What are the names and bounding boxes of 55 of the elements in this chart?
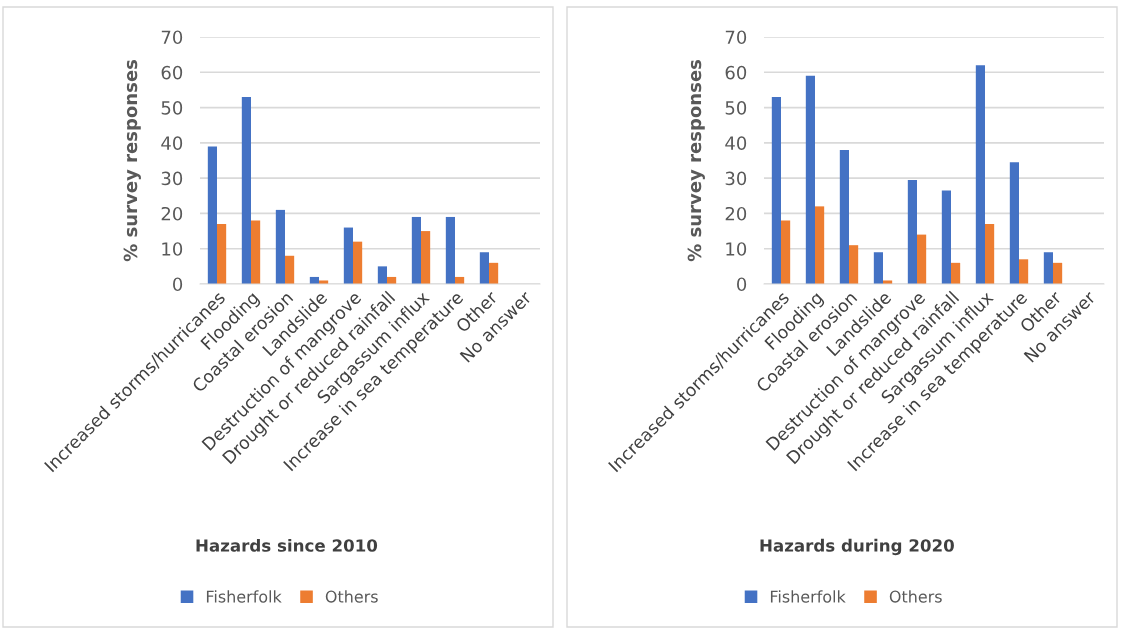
bar <box>815 206 825 284</box>
y-tick-label: 50 <box>161 101 183 115</box>
y-tick-label: 20 <box>161 206 183 221</box>
bar <box>781 220 791 284</box>
bar <box>873 252 883 284</box>
bar <box>479 252 489 284</box>
y-tick-label: 10 <box>162 242 183 256</box>
bar <box>771 96 781 284</box>
bar <box>275 209 285 284</box>
y-tick-label: 40 <box>725 136 747 150</box>
bar <box>1043 252 1053 284</box>
y-tick-label: 60 <box>725 65 747 80</box>
bar <box>849 245 859 284</box>
y-tick-label: 70 <box>725 30 747 45</box>
bar <box>207 146 217 284</box>
bar <box>217 224 227 284</box>
bar <box>489 262 499 284</box>
bar <box>251 220 261 284</box>
bar <box>241 96 251 284</box>
bar <box>285 255 295 284</box>
bar <box>353 241 363 284</box>
y-tick-label: 30 <box>161 171 183 186</box>
x-axis-title: Hazards during 2020 <box>760 538 954 556</box>
bar <box>1053 262 1063 284</box>
y-tick-label: 40 <box>161 136 183 150</box>
bar <box>377 266 387 284</box>
bar <box>985 224 995 284</box>
y-tick-label: 0 <box>737 277 747 292</box>
y-tick-label: 0 <box>173 277 183 292</box>
y-tick-label: 50 <box>725 101 747 115</box>
bar <box>941 190 951 284</box>
legend-label: Others <box>325 590 378 603</box>
legend-label: Others <box>889 590 942 603</box>
bar <box>839 149 849 284</box>
bar <box>951 262 961 284</box>
legend-label: Fisherfolk <box>770 590 846 603</box>
y-tick-label: 10 <box>726 242 747 256</box>
y-tick-label: 30 <box>725 171 747 186</box>
y-axis-title: % survey responses <box>123 59 141 262</box>
y-tick-label: 20 <box>725 206 747 221</box>
y-axis-title: % survey responses <box>687 59 705 262</box>
bar <box>907 179 917 284</box>
y-tick-label: 70 <box>161 30 183 45</box>
bar <box>343 227 353 284</box>
bar <box>917 234 927 284</box>
legend-label: Fisherfolk <box>206 590 282 603</box>
bar <box>975 65 985 284</box>
bar <box>411 216 421 284</box>
bar <box>805 75 815 284</box>
bar <box>445 216 455 284</box>
bar <box>1009 162 1019 284</box>
bar <box>1019 259 1029 284</box>
bar <box>421 231 431 284</box>
y-tick-label: 60 <box>161 65 183 80</box>
x-axis-title: Hazards since 2010 <box>196 538 378 552</box>
